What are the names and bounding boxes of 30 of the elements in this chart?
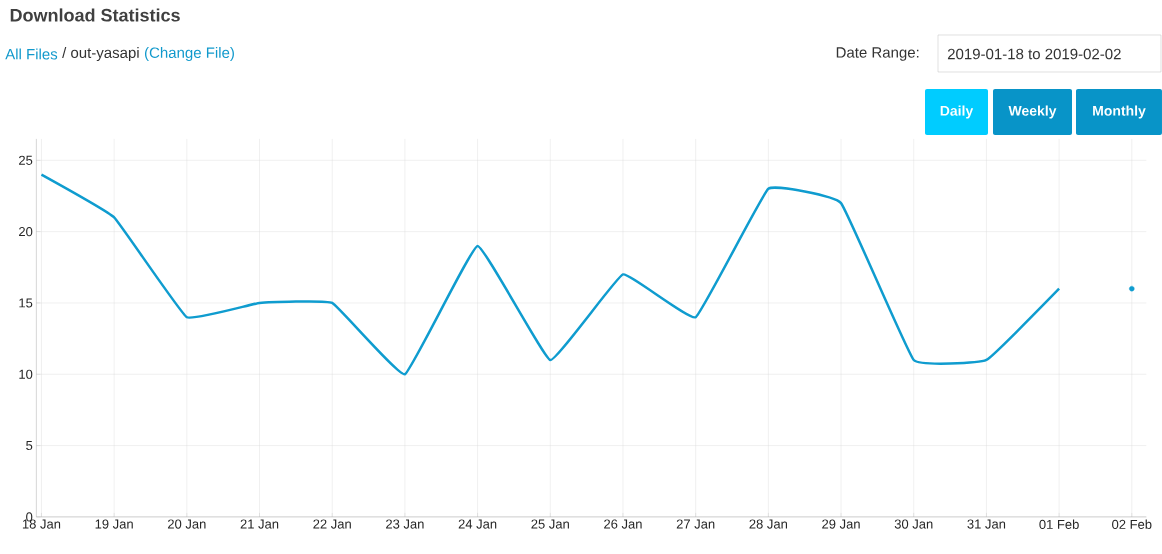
text: (Change File): [144, 47, 234, 61]
x-tick-label: 01 Feb: [1039, 519, 1079, 529]
chart-title: Download Statistics: [10, 8, 180, 22]
x-tick-label: 31 Jan: [967, 519, 1006, 529]
x-tick-label: 26 Jan: [604, 519, 642, 529]
text: All Files: [5, 48, 58, 60]
text: / out-yasapi: [62, 47, 139, 61]
y-tick-label: 25: [19, 155, 33, 165]
x-tick-label: 25 Jan: [531, 519, 569, 529]
x-tick-label: 20 Jan: [167, 519, 206, 529]
y-tick-label: 20: [19, 227, 33, 237]
x-tick-label: 22 Jan: [313, 519, 351, 529]
x-tick-label: 30 Jan: [894, 519, 933, 529]
x-tick-label: 27 Jan: [676, 519, 715, 529]
text: Date Range:: [836, 47, 919, 61]
line-series: [40, 173, 1061, 376]
x-tick-label: 24 Jan: [458, 519, 497, 529]
text: Weekly: [1008, 105, 1057, 119]
x-tick-label: 02 Feb: [1112, 519, 1152, 529]
x-tick-label: 21 Jan: [240, 519, 279, 529]
x-tick-label: 19 Jan: [95, 519, 133, 529]
y-tick-label: 5: [26, 441, 33, 451]
y-tick-label: 10: [19, 369, 33, 379]
x-tick-label: 29 Jan: [822, 519, 860, 529]
text: Daily: [940, 105, 974, 119]
y-tick-label: 15: [19, 298, 33, 308]
x-tick-label: 23 Jan: [386, 519, 424, 529]
text: 2019-01-18 to 2019-02-02: [947, 48, 1121, 60]
text: Monthly: [1093, 105, 1146, 119]
x-tick-label: 28 Jan: [749, 519, 787, 529]
